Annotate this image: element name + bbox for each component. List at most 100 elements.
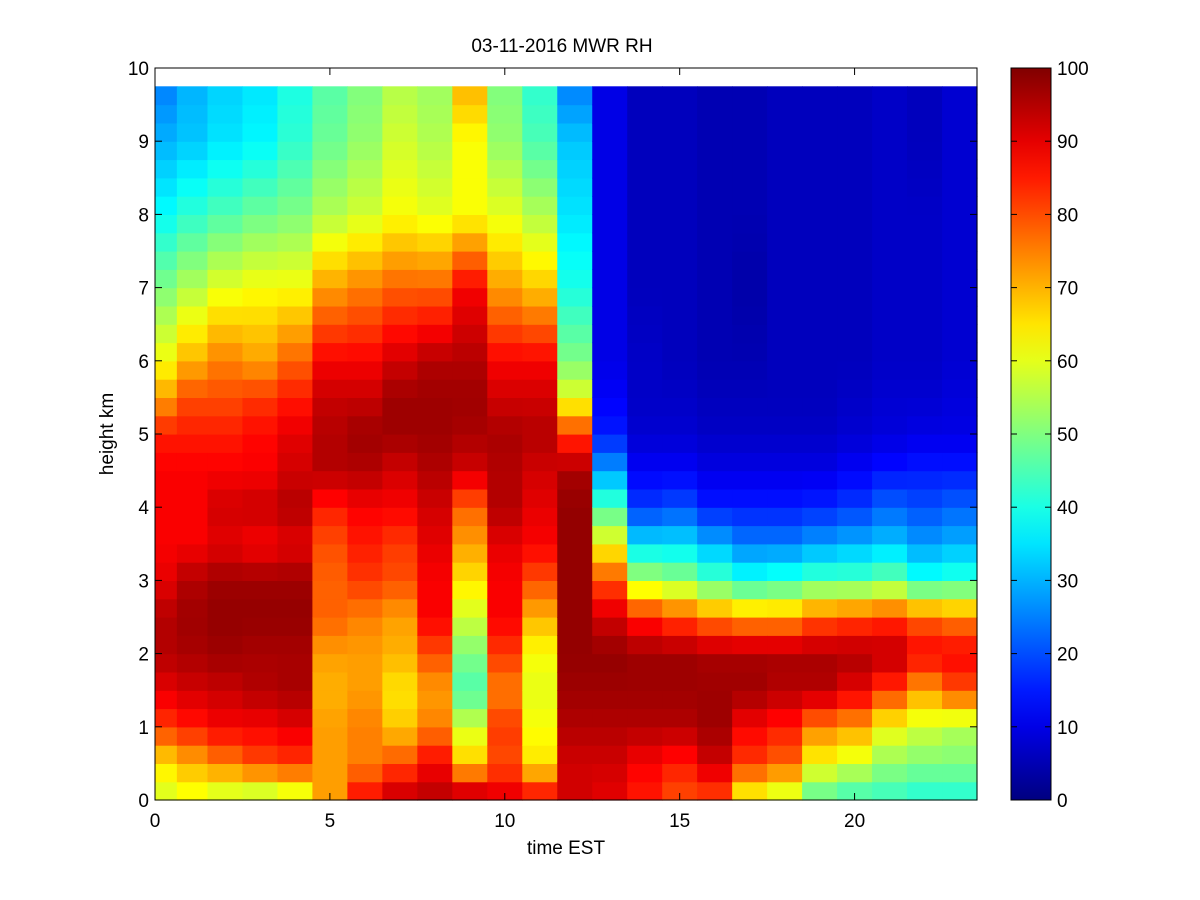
colorbar-ticks: 0 10 20 30 40 50 60 70 80 90 100 — [1011, 59, 1089, 812]
heatmap-cell — [207, 781, 244, 801]
heatmap-cell — [207, 690, 244, 710]
heatmap-cell — [662, 342, 698, 362]
heatmap-cell — [242, 214, 279, 234]
heatmap-cell — [155, 379, 178, 398]
heatmap-cell — [627, 653, 663, 673]
heatmap-cell — [697, 324, 733, 344]
heatmap-cell — [242, 690, 279, 710]
heatmap-cell — [382, 104, 418, 124]
heatmap-cell — [907, 635, 943, 655]
heatmap-cell — [942, 159, 978, 179]
heatmap-cell — [767, 159, 803, 179]
heatmap-cell — [732, 324, 768, 344]
heatmap-cell — [242, 415, 279, 435]
heatmap-cell — [942, 379, 978, 398]
heatmap-cell — [802, 598, 838, 618]
heatmap-cell — [662, 214, 698, 234]
heatmap-cell — [312, 397, 348, 417]
heatmap-cell — [242, 324, 279, 344]
heatmap-cell — [767, 324, 803, 344]
heatmap-cell — [312, 745, 348, 764]
heatmap-cell — [347, 580, 383, 600]
heatmap-cell — [767, 269, 803, 289]
heatmap-cell — [837, 287, 873, 307]
heatmap-cell — [277, 104, 314, 124]
heatmap-cell — [277, 397, 314, 417]
heatmap-cell — [417, 708, 453, 728]
heatmap-cell — [155, 470, 178, 490]
heatmap-cell — [452, 690, 488, 710]
heatmap-cell — [662, 434, 698, 453]
heatmap-cell — [942, 251, 978, 270]
heatmap-cell — [155, 269, 178, 289]
heatmap-cell — [207, 104, 244, 124]
heatmap-cell — [872, 397, 908, 417]
heatmap-cell — [522, 141, 558, 161]
heatmap-cell — [872, 415, 908, 435]
heatmap-cell — [942, 525, 978, 545]
heatmap-cell — [942, 763, 978, 783]
heatmap-cell — [837, 214, 873, 234]
x-tick-label: 20 — [844, 811, 865, 832]
heatmap-cell — [417, 525, 453, 545]
heatmap-cell — [942, 269, 978, 289]
heatmap-cell — [907, 525, 943, 545]
heatmap-cell — [207, 232, 244, 252]
heatmap-cell — [452, 232, 488, 252]
heatmap-cell — [242, 543, 279, 563]
colorbar-tick-label: 10 — [1057, 718, 1078, 739]
heatmap-cell — [417, 360, 453, 380]
heatmap-cell — [767, 177, 803, 197]
heatmap-cell — [312, 580, 348, 600]
heatmap-cell — [592, 763, 628, 783]
heatmap-cell — [837, 232, 873, 252]
heatmap-cell — [767, 708, 803, 728]
heatmap-cell — [802, 251, 838, 270]
heatmap-cell — [487, 415, 523, 435]
heatmap-cell — [452, 470, 488, 490]
heatmap-cell — [417, 159, 453, 179]
heatmap-cell — [872, 342, 908, 362]
heatmap-cell — [242, 104, 279, 124]
heatmap-cell — [732, 196, 768, 215]
heatmap-cell — [242, 434, 279, 453]
heatmap-cell — [207, 745, 244, 764]
heatmap-cell — [347, 543, 383, 563]
heatmap-cell — [176, 415, 209, 435]
heatmap-cell — [277, 507, 314, 527]
heatmap-cell — [592, 397, 628, 417]
heatmap-cell — [942, 671, 978, 691]
heatmap-cell — [907, 287, 943, 307]
heatmap-cell — [767, 745, 803, 764]
heatmap-cell — [732, 342, 768, 362]
heatmap-cell — [522, 507, 558, 527]
heatmap-cell — [277, 379, 314, 398]
heatmap-cell — [697, 452, 733, 472]
heatmap-cell — [767, 470, 803, 490]
heatmap-cell — [907, 507, 943, 527]
heatmap-cell — [312, 562, 348, 581]
heatmap-cell — [312, 305, 348, 325]
heatmap-cell — [907, 653, 943, 673]
heatmap-cell — [767, 763, 803, 783]
y-tick-label: 2 — [138, 645, 149, 666]
heatmap-cell — [522, 543, 558, 563]
heatmap-cell — [155, 196, 178, 215]
heatmap-cell — [697, 360, 733, 380]
heatmap-cell — [487, 360, 523, 380]
heatmap-cell — [837, 196, 873, 215]
heatmap-cell — [802, 86, 838, 106]
heatmap-cell — [942, 708, 978, 728]
heatmap-cell — [942, 86, 978, 106]
heatmap-cell — [837, 159, 873, 179]
heatmap-cell — [347, 671, 383, 691]
heatmap-cell — [697, 397, 733, 417]
heatmap-cell — [452, 251, 488, 270]
heatmap-cell — [242, 507, 279, 527]
heatmap-cell — [662, 397, 698, 417]
heatmap-cell — [662, 653, 698, 673]
heatmap-cell — [802, 141, 838, 161]
heatmap-cell — [487, 287, 523, 307]
heatmap-cell — [592, 379, 628, 398]
heatmap-cell — [155, 726, 178, 746]
